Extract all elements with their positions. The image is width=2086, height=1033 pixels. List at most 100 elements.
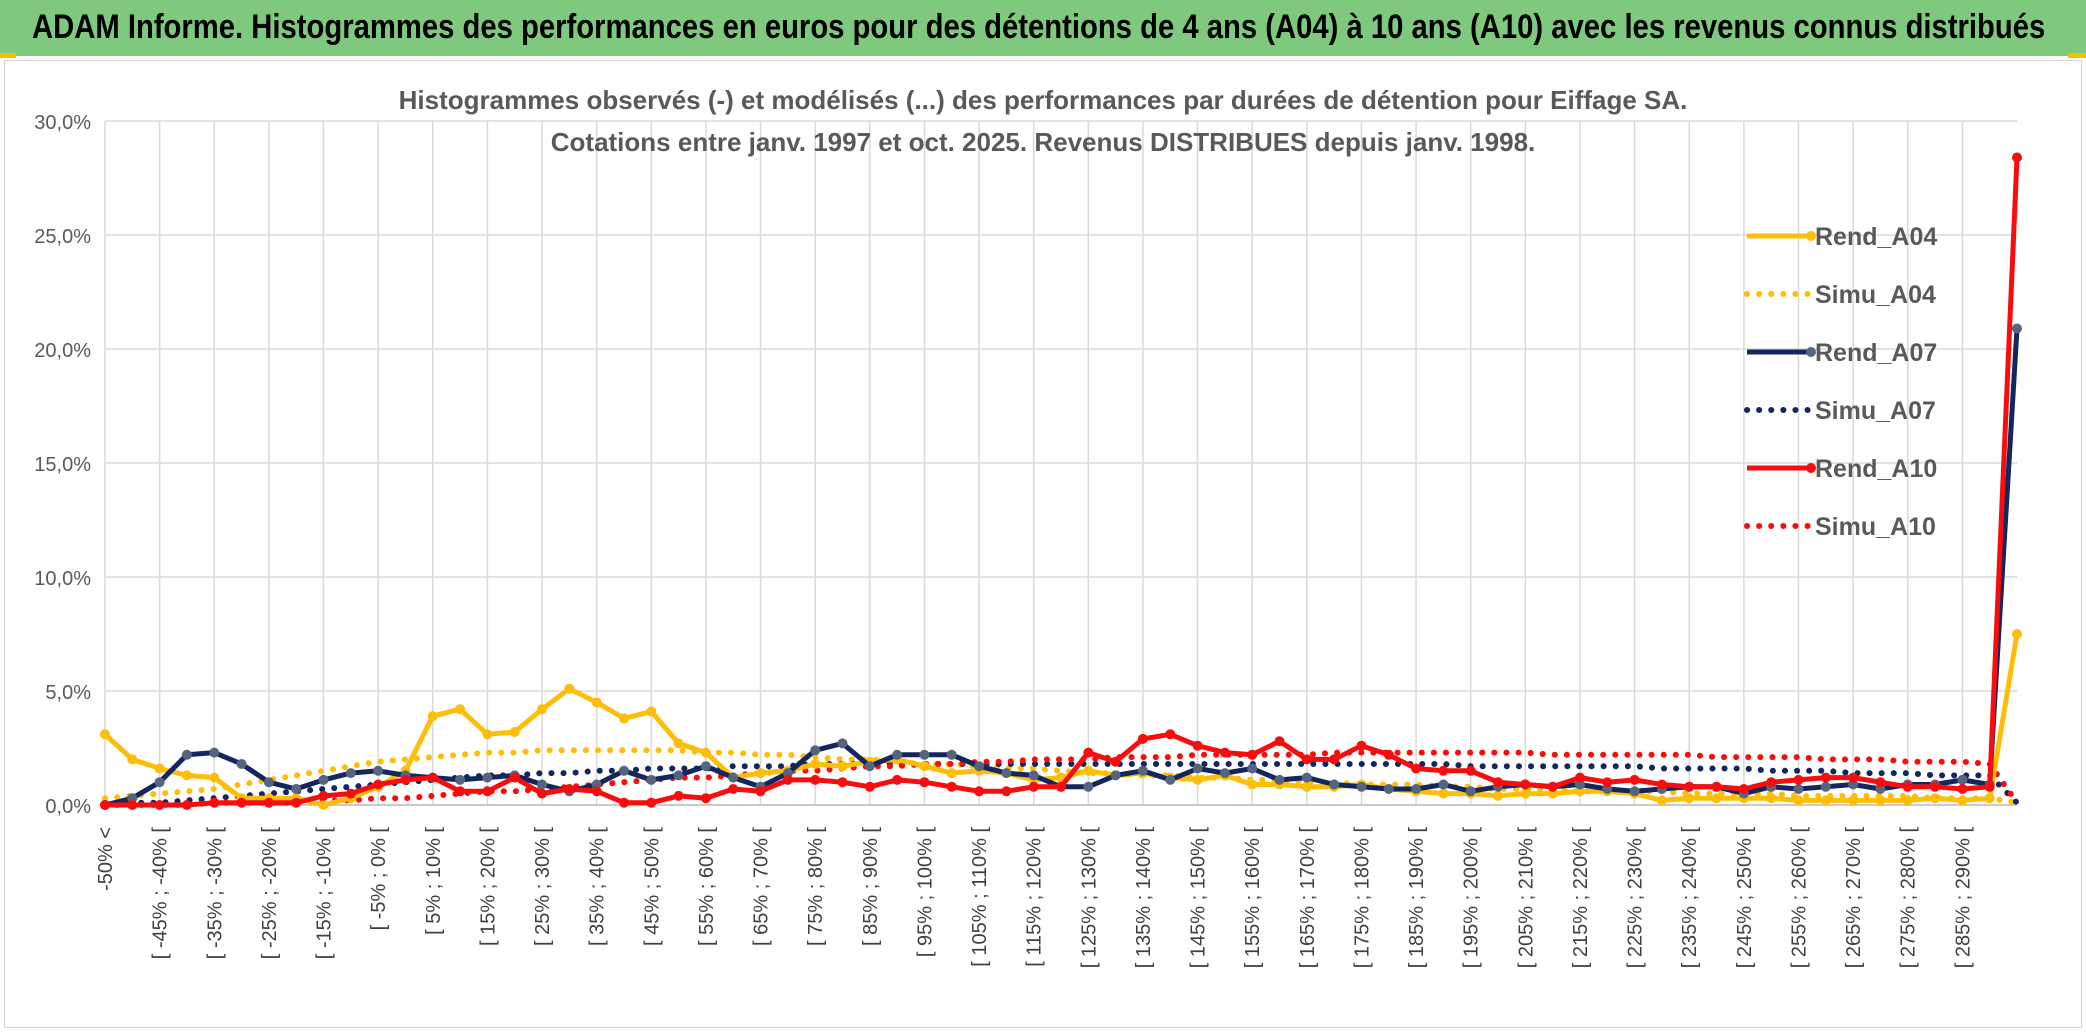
data-point-rend-a07 xyxy=(236,759,247,769)
data-point-rend-a10 xyxy=(1738,784,1749,794)
data-point-rend-a10 xyxy=(482,786,493,797)
data-point-rend-a04 xyxy=(1848,795,1859,806)
data-point-rend-a07 xyxy=(291,784,302,794)
x-tick-label: [ 25% ; 30% [ xyxy=(532,827,554,946)
data-point-rend-a07 xyxy=(1575,779,1585,790)
data-point-rend-a04 xyxy=(591,697,602,708)
data-point-rend-a07 xyxy=(946,749,957,760)
x-tick-label: [ 75% ; 80% [ xyxy=(805,827,827,946)
data-point-rend-a04 xyxy=(673,738,684,749)
data-point-rend-a10 xyxy=(1493,777,1503,788)
x-tick-label: [ 105% ; 110% [ xyxy=(969,827,991,967)
y-tick-label: 25,0% xyxy=(34,226,91,248)
data-point-rend-a10 xyxy=(127,800,138,810)
x-tick-label: [ -15% ; -10% [ xyxy=(314,827,336,960)
data-point-rend-a10 xyxy=(1438,765,1449,776)
legend-label-rend-a04: Rend_A04 xyxy=(1815,223,1937,251)
data-point-rend-a07 xyxy=(1411,784,1422,794)
series-line-simu-a04 xyxy=(102,747,2020,806)
data-point-rend-a07 xyxy=(537,779,547,790)
data-point-rend-a07 xyxy=(892,749,903,760)
data-point-rend-a10 xyxy=(1356,740,1367,751)
data-point-rend-a07 xyxy=(1793,784,1804,794)
data-point-rend-a07 xyxy=(263,777,274,788)
x-tick-label: [ 195% ; 200% [ xyxy=(1461,827,1483,969)
data-point-rend-a10 xyxy=(1711,781,1722,792)
series-line-rend-a07 xyxy=(104,328,2020,808)
data-point-rend-a10 xyxy=(1520,779,1531,790)
data-point-rend-a10 xyxy=(291,797,302,808)
data-point-rend-a07 xyxy=(837,738,848,749)
x-tick-label: [ -35% ; -30% [ xyxy=(204,827,226,960)
data-point-rend-a10 xyxy=(1411,763,1422,774)
data-point-rend-a10 xyxy=(974,786,985,797)
data-point-rend-a07 xyxy=(345,768,356,779)
chart: 0,0% 5,0% 10,0% 15,0% 20,0% 25,0% 30,0% -50% <… xyxy=(34,85,2022,969)
chart-subtitle: Cotations entre janv. 1997 et oct. 2025.… xyxy=(551,127,1536,157)
x-tick-label: [ 95% ; 100% [ xyxy=(914,827,936,958)
data-point-rend-a10 xyxy=(646,797,657,808)
data-point-rend-a04 xyxy=(837,761,848,772)
legend-marker-rend-a07 xyxy=(1806,347,1816,357)
data-point-rend-a07 xyxy=(1247,763,1258,774)
data-point-rend-a04 xyxy=(1766,793,1777,804)
legend-label-rend-a10: Rend_A10 xyxy=(1815,455,1937,483)
data-point-rend-a07 xyxy=(1329,779,1340,790)
data-point-rend-a10 xyxy=(1602,777,1613,788)
data-point-rend-a10 xyxy=(427,772,438,783)
data-point-rend-a10 xyxy=(810,774,821,785)
x-tick-label: [ 155% ; 160% [ xyxy=(1242,827,1264,969)
data-point-rend-a10 xyxy=(1656,779,1667,790)
x-tick-label: [ 225% ; 230% [ xyxy=(1625,827,1647,969)
data-point-rend-a04 xyxy=(1684,793,1695,804)
x-tick-label: [ 65% ; 70% [ xyxy=(751,827,773,946)
y-tick-label: 0,0% xyxy=(45,796,91,818)
x-tick-label: [ 245% ; 250% [ xyxy=(1734,827,1756,969)
y-tick-label: 10,0% xyxy=(34,568,91,590)
data-point-rend-a04 xyxy=(1438,788,1449,799)
x-tick-label: [ 175% ; 180% [ xyxy=(1351,827,1373,969)
data-point-rend-a10 xyxy=(919,777,930,788)
data-point-rend-a07 xyxy=(1192,763,1203,774)
data-point-rend-a04 xyxy=(646,706,657,717)
data-point-rend-a04 xyxy=(482,729,493,740)
legend-label-simu-a07: Simu_A07 xyxy=(1815,397,1936,425)
data-point-rend-a04 xyxy=(127,754,138,765)
data-point-rend-a04 xyxy=(700,747,711,758)
data-point-rend-a04 xyxy=(1656,795,1667,806)
series-line-simu-a07 xyxy=(102,761,2020,808)
data-point-rend-a07 xyxy=(318,774,329,785)
data-point-rend-a10 xyxy=(2012,152,2022,163)
legend-label-rend-a07: Rend_A07 xyxy=(1815,339,1937,367)
data-point-rend-a10 xyxy=(1301,754,1312,765)
header-bar: ADAM Informe. Histogrammes des performan… xyxy=(0,0,2086,56)
x-tick-label: [ 35% ; 40% [ xyxy=(587,827,609,946)
data-point-rend-a07 xyxy=(154,777,165,788)
data-point-rend-a10 xyxy=(1274,736,1285,747)
data-point-rend-a10 xyxy=(892,774,903,785)
data-point-rend-a10 xyxy=(1192,740,1203,751)
data-point-rend-a10 xyxy=(1083,747,1094,758)
data-point-rend-a10 xyxy=(1028,781,1039,792)
data-point-rend-a10 xyxy=(1165,729,1176,740)
x-tick-label: -50% < xyxy=(95,827,117,891)
y-tick-label: 15,0% xyxy=(34,454,91,476)
data-point-rend-a04 xyxy=(1247,779,1258,790)
legend-label-simu-a04: Simu_A04 xyxy=(1815,281,1936,309)
data-point-rend-a10 xyxy=(1766,777,1777,788)
data-point-rend-a07 xyxy=(1001,768,1012,779)
data-point-rend-a04 xyxy=(509,727,520,737)
data-point-rend-a10 xyxy=(837,777,848,788)
data-point-rend-a07 xyxy=(619,765,629,776)
data-point-rend-a10 xyxy=(1547,781,1558,792)
data-point-rend-a04 xyxy=(154,763,165,774)
data-point-rend-a10 xyxy=(1575,772,1585,783)
data-point-rend-a07 xyxy=(1465,786,1476,797)
data-point-rend-a10 xyxy=(1001,786,1012,797)
y-tick-label: 30,0% xyxy=(34,112,91,134)
data-point-rend-a10 xyxy=(1984,781,1995,792)
data-point-rend-a04 xyxy=(1192,774,1203,785)
data-point-rend-a10 xyxy=(1793,774,1804,785)
corner-accent-left xyxy=(0,53,16,58)
data-point-rend-a04 xyxy=(919,761,930,772)
